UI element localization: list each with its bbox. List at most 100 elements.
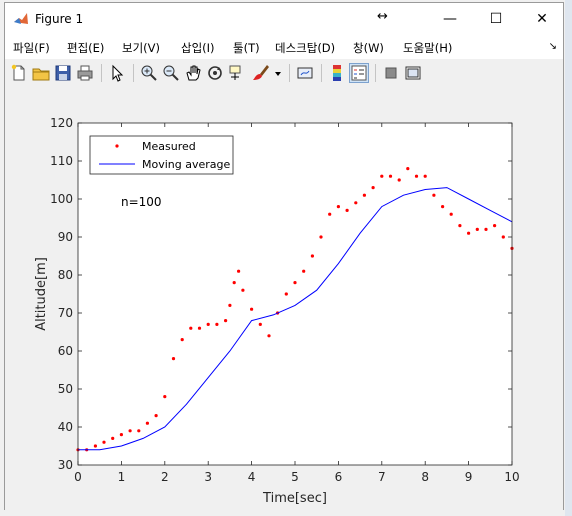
- measured-point: [319, 235, 323, 239]
- plot-axes[interactable]: 0 1 2 3 4 5 6 7 8 9 10 30 40 50 60 70 80 90 100 110 120 Time[…: [5, 87, 563, 511]
- brush-dropdown-icon[interactable]: [273, 63, 283, 83]
- y-tick-label: 40: [58, 420, 73, 434]
- x-tick-label: 1: [118, 470, 126, 484]
- measured-point: [493, 224, 497, 228]
- measured-point: [232, 281, 236, 285]
- measured-point: [93, 444, 97, 448]
- zoom-in-icon[interactable]: [139, 63, 159, 83]
- menu-window[interactable]: 창(W): [353, 41, 384, 55]
- x-tick-label: 3: [204, 470, 212, 484]
- menu-tools[interactable]: 툴(T): [233, 41, 260, 55]
- data-cursor-icon[interactable]: [227, 63, 247, 83]
- pointer-icon[interactable]: [107, 63, 127, 83]
- matlab-icon: [13, 11, 29, 27]
- open-folder-icon[interactable]: [31, 63, 51, 83]
- x-tick-label: 0: [74, 470, 82, 484]
- measured-point: [137, 429, 141, 433]
- x-tick-label: 2: [161, 470, 169, 484]
- y-tick-label: 100: [50, 192, 73, 206]
- measured-point: [189, 326, 193, 330]
- measured-point: [441, 205, 445, 209]
- menu-file[interactable]: 파일(F): [13, 41, 50, 55]
- measured-point: [397, 178, 401, 182]
- y-tick-label: 80: [58, 268, 73, 282]
- pan-hand-icon[interactable]: [183, 63, 203, 83]
- measured-point: [237, 269, 241, 273]
- moving-average-line: [78, 187, 513, 451]
- y-tick-label: 60: [58, 344, 73, 358]
- print-icon[interactable]: [75, 63, 95, 83]
- show-plot-tools-icon[interactable]: [403, 63, 423, 83]
- rotate-3d-icon[interactable]: [205, 63, 225, 83]
- x-tick-label: 10: [504, 470, 519, 484]
- plot-background: [78, 123, 512, 465]
- link-plot-icon[interactable]: [295, 63, 315, 83]
- measured-point: [128, 429, 132, 433]
- new-figure-icon[interactable]: [9, 63, 29, 83]
- measured-point: [354, 201, 358, 205]
- measured-point: [241, 288, 245, 292]
- window-title: Figure 1: [35, 12, 84, 26]
- measured-point: [228, 303, 232, 307]
- measured-point: [197, 326, 202, 330]
- menu-bar: 파일(F) 편집(E) 보기(V) 삽입(I) 툴(T) 데스크탑(D) 창(W…: [5, 35, 563, 59]
- toolbar-separator: [133, 64, 134, 82]
- save-icon[interactable]: [53, 63, 73, 83]
- measured-point: [119, 433, 123, 437]
- measured-point: [111, 436, 115, 440]
- menu-desktop[interactable]: 데스크탑(D): [275, 41, 336, 55]
- measured-point: [475, 227, 479, 231]
- x-tick-label: 5: [291, 470, 299, 484]
- measured-point: [406, 167, 410, 171]
- measured-point: [414, 174, 419, 178]
- x-tick-label: 8: [421, 470, 429, 484]
- figure-canvas: 0 1 2 3 4 5 6 7 8 9 10 30 40 50 60 70 80 90 100 110 120 Time[…: [5, 87, 563, 511]
- measured-point: [102, 440, 106, 444]
- measured-point: [302, 269, 306, 273]
- y-tick-label: 50: [58, 382, 73, 396]
- measured-point: [224, 319, 228, 323]
- brush-icon[interactable]: [251, 63, 271, 83]
- legend-icon[interactable]: [349, 63, 369, 83]
- maximize-button[interactable]: ☐: [489, 11, 503, 27]
- measured-point: [345, 208, 349, 212]
- menu-view[interactable]: 보기(V): [122, 41, 160, 55]
- measured-point: [336, 205, 340, 209]
- measured-point: [467, 231, 471, 235]
- measured-point: [484, 227, 488, 231]
- n-annotation: n=100: [121, 195, 162, 209]
- colorbar-icon[interactable]: [327, 63, 347, 83]
- menu-edit[interactable]: 편집(E): [67, 41, 105, 55]
- measured-point: [145, 421, 149, 425]
- close-button[interactable]: ✕: [536, 11, 548, 27]
- menu-overflow-icon[interactable]: ↘: [548, 41, 557, 52]
- measured-point: [154, 414, 158, 418]
- hide-plot-tools-icon[interactable]: [381, 63, 401, 83]
- measured-point: [362, 193, 366, 197]
- figure-window: Figure 1 ↔ — ☐ ✕ 파일(F) 편집(E) 보기(V) 삽입(I)…: [4, 2, 564, 511]
- x-tick-label: 7: [378, 470, 386, 484]
- measured-point: [432, 193, 436, 197]
- measured-point: [380, 174, 384, 178]
- legend-marker-measured: [115, 144, 119, 148]
- measured-point: [258, 322, 262, 326]
- x-tick-label: 6: [335, 470, 343, 484]
- measured-point: [250, 307, 254, 311]
- move-cursor-icon: ↔: [377, 9, 388, 24]
- x-tick-label: 4: [248, 470, 256, 484]
- measured-point: [449, 212, 453, 216]
- measured-point: [388, 174, 393, 178]
- menu-insert[interactable]: 삽입(I): [181, 41, 215, 55]
- measured-point: [423, 174, 427, 178]
- measured-point: [310, 254, 314, 258]
- title-bar[interactable]: Figure 1 ↔ — ☐ ✕: [5, 3, 563, 35]
- x-axis-label: Time[sec]: [262, 491, 327, 506]
- measured-point: [215, 322, 219, 326]
- y-tick-label: 70: [58, 306, 73, 320]
- legend-label-measured: Measured: [142, 140, 196, 153]
- measured-point: [284, 292, 288, 296]
- menu-help[interactable]: 도움말(H): [403, 41, 453, 55]
- figure-toolbar: [5, 59, 563, 88]
- minimize-button[interactable]: —: [443, 11, 457, 27]
- zoom-out-icon[interactable]: [161, 63, 181, 83]
